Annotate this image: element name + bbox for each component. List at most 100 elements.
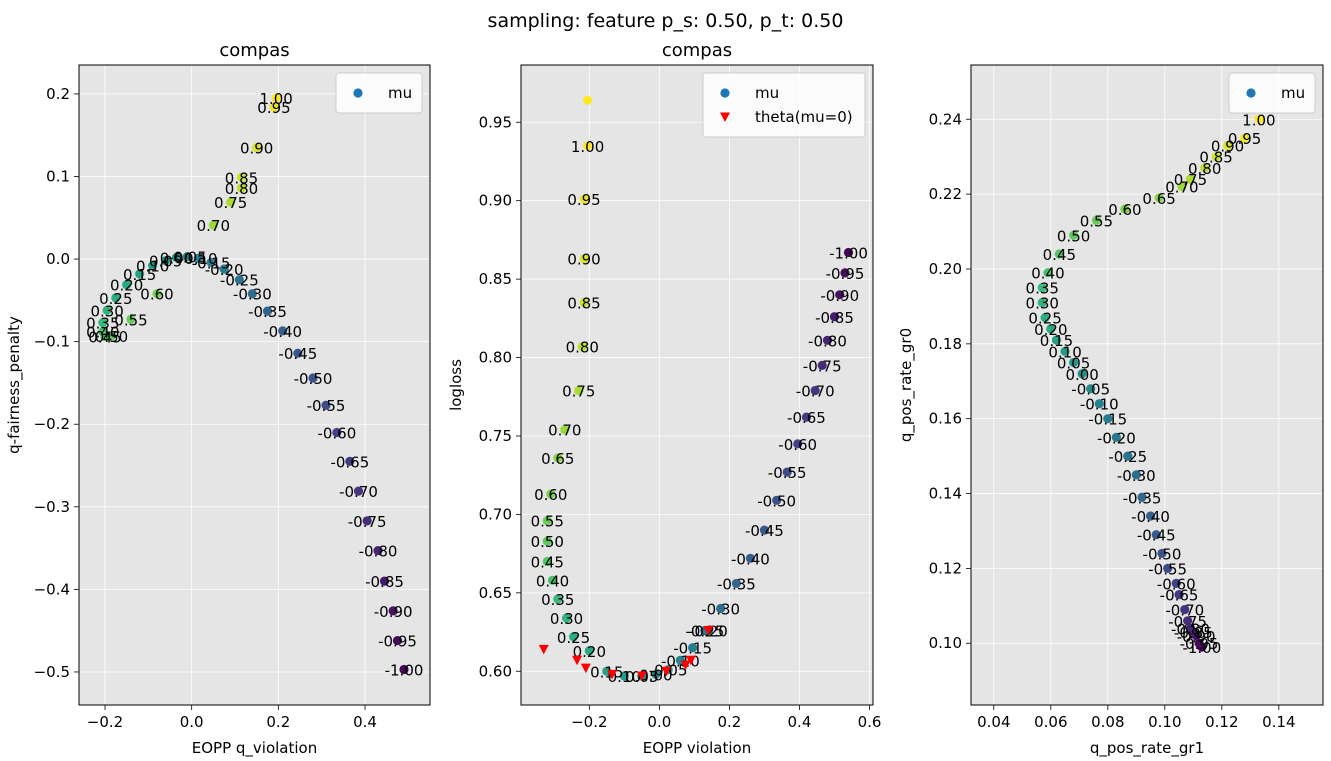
scatter-point <box>388 606 398 616</box>
point-label: -0.10 <box>179 250 218 268</box>
point-label: 0.00 <box>1065 366 1098 384</box>
axes-frame <box>520 64 874 706</box>
point-label: 0.55 <box>531 513 564 531</box>
point-label: -1.00 <box>385 661 424 679</box>
point-label: -0.10 <box>1080 396 1119 414</box>
point-label: 0.15 <box>590 663 623 681</box>
legend-label: mu <box>755 84 779 102</box>
y-tick-label: 0.20 <box>929 260 962 278</box>
x-tick-label: 0.06 <box>1034 713 1067 731</box>
point-label: -0.35 <box>717 575 756 593</box>
scatter-point <box>584 646 594 656</box>
point-label: 0.20 <box>1034 321 1067 339</box>
scatter-point <box>1171 578 1181 588</box>
x-axis-label: EOPP violation <box>643 739 751 757</box>
point-label: -0.95 <box>1180 635 1219 653</box>
point-label: 0.65 <box>1142 190 1175 208</box>
point-label: 0.10 <box>136 258 169 276</box>
scatter-point <box>688 643 698 653</box>
point-label: -0.05 <box>168 249 207 267</box>
scatter-point <box>1094 399 1104 409</box>
scatter-point <box>1240 133 1250 143</box>
y-tick-label: −0.4 <box>34 580 70 598</box>
scatter-point <box>208 220 218 230</box>
scatter-point <box>1069 357 1079 368</box>
axes-frame <box>78 64 431 706</box>
scatter-point <box>171 252 182 263</box>
y-tick-label: 0.18 <box>929 335 962 353</box>
figure-suptitle: sampling: feature p_s: 0.50, p_t: 0.50 <box>487 10 844 32</box>
subplot-title: compas <box>662 40 732 61</box>
point-label: -1.00 <box>829 244 868 262</box>
point-label: 0.50 <box>1057 227 1090 245</box>
point-label: -0.85 <box>815 309 854 327</box>
point-label: 0.90 <box>1211 137 1244 155</box>
scatter-point <box>236 183 247 193</box>
point-label: 0.40 <box>536 572 569 590</box>
theta-marker <box>636 671 647 681</box>
point-label: 0.45 <box>531 553 564 571</box>
point-label: 0.25 <box>99 290 132 308</box>
legend-label: mu <box>388 84 412 102</box>
scatter-point <box>1174 589 1184 600</box>
scatter-point <box>1177 182 1187 192</box>
scatter-point <box>1145 511 1156 521</box>
point-label: -0.40 <box>731 550 770 568</box>
point-label: -0.55 <box>307 397 346 415</box>
x-axis-label: q_pos_rate_gr1 <box>1090 739 1204 758</box>
point-label: 0.35 <box>1026 280 1059 298</box>
point-label: 0.15 <box>1040 332 1073 350</box>
point-label: 0.40 <box>1031 265 1064 283</box>
point-label: 0.80 <box>225 180 258 198</box>
x-tick-label: 0.0 <box>647 713 671 731</box>
point-label: -0.60 <box>1157 575 1196 593</box>
scatter-point <box>102 305 112 315</box>
scatter-point <box>278 326 288 336</box>
y-tick-label: 0.85 <box>479 270 512 288</box>
x-tick-label: 0.14 <box>1262 713 1295 731</box>
y-axis-label: q-fairness_penalty <box>5 316 24 454</box>
scatter-point <box>1137 492 1147 502</box>
x-tick-label: 0.08 <box>1091 713 1124 731</box>
x-tick-label: 0.0 <box>180 713 204 731</box>
point-label: 0.60 <box>534 486 567 504</box>
scatter-point <box>269 102 279 112</box>
scatter-point <box>553 453 563 463</box>
plot-area <box>521 65 873 705</box>
scatter-point <box>745 553 756 563</box>
scatter-point <box>152 289 162 299</box>
point-label: -0.75 <box>348 513 387 531</box>
point-label: -0.80 <box>1171 620 1210 638</box>
point-label: -0.30 <box>701 601 740 619</box>
scatter-point <box>568 632 579 642</box>
point-label: 0.15 <box>123 266 156 284</box>
scatter-point <box>1183 616 1193 626</box>
point-label: 0.25 <box>557 629 590 647</box>
theta-marker <box>680 660 691 670</box>
scatter-point <box>1151 530 1161 540</box>
point-label: -0.15 <box>673 640 712 658</box>
scatter-point <box>546 489 556 499</box>
point-label: 0.05 <box>1057 355 1090 373</box>
scatter-point <box>293 348 303 358</box>
point-label: 0.45 <box>1043 246 1076 264</box>
theta-marker <box>661 666 672 677</box>
point-label: -1.00 <box>1182 639 1221 657</box>
scatter-point <box>829 312 840 322</box>
subplot-3: 0.04 0.06 0.08 0.10 0.12 0.14 0.10 0.12 0.14 0.16… <box>897 64 1324 758</box>
point-label: 1.00 <box>1242 111 1275 129</box>
scatter-point <box>759 525 770 535</box>
scatter-point <box>561 613 572 623</box>
subplot-title: compas <box>219 40 289 61</box>
scatter-point <box>731 578 742 589</box>
y-tick-label: 0.65 <box>479 584 512 602</box>
point-label: 0.80 <box>1188 160 1221 178</box>
scatter-point <box>840 268 850 278</box>
scatter-point <box>135 269 145 279</box>
scatter-point <box>1120 204 1130 214</box>
scatter-point <box>542 556 552 567</box>
point-label: 0.75 <box>214 194 247 212</box>
theta-marker <box>580 663 591 674</box>
point-label: -0.75 <box>1168 613 1207 631</box>
